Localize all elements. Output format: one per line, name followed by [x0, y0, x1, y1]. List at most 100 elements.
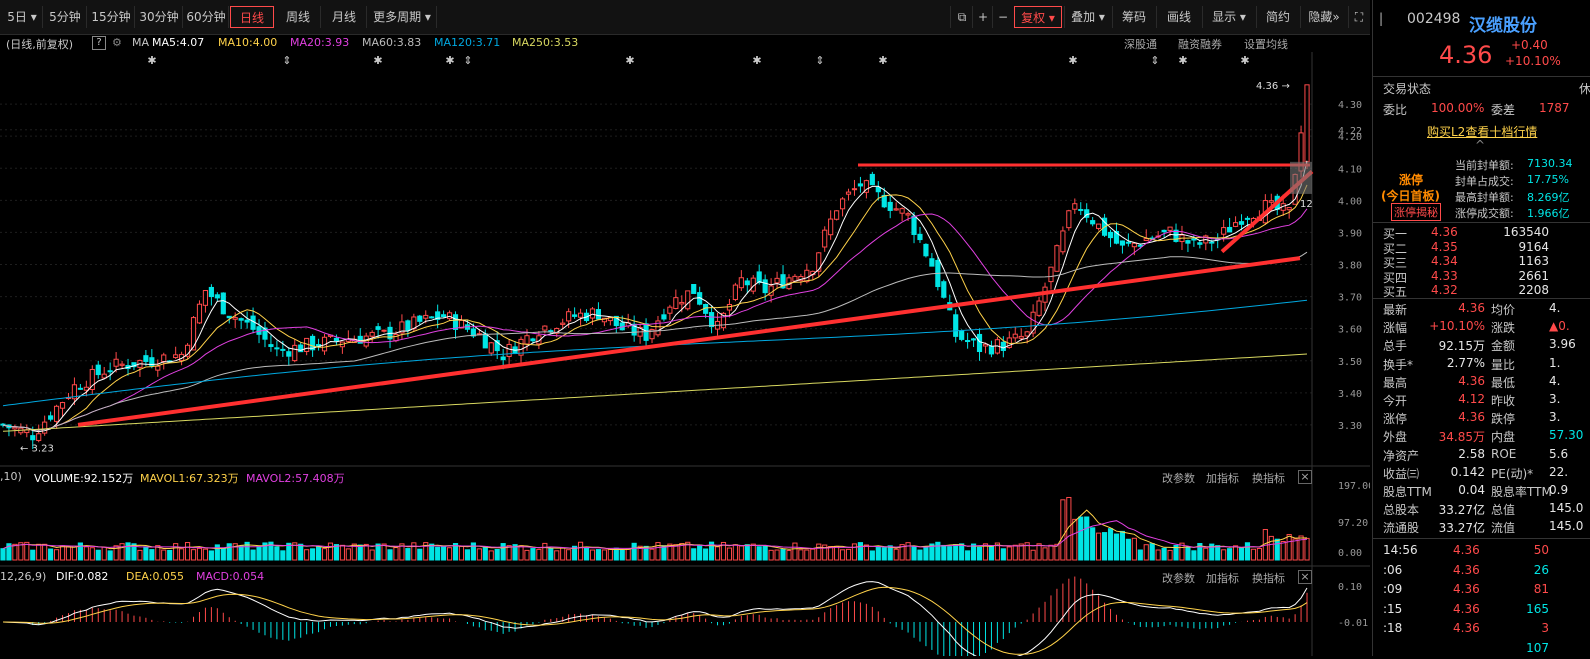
stock-name[interactable]: 汉缆股份: [1469, 16, 1537, 36]
volume-bar: [679, 543, 685, 561]
chips-button[interactable]: 筹码: [1112, 6, 1155, 28]
event-marker: ⇕: [815, 54, 824, 67]
candle-body: [59, 402, 66, 409]
tick-price: 4.36: [1453, 543, 1480, 557]
l2-link[interactable]: 购买L2查看十档行情: [1427, 125, 1538, 139]
fullscreen-icon[interactable]: ⛶: [1348, 6, 1369, 28]
overlay-button[interactable]: 叠加 ▾: [1064, 6, 1111, 28]
volume-bar: [53, 549, 60, 561]
link-margin[interactable]: 融资融券: [1178, 38, 1222, 51]
period-monthly[interactable]: 月线: [322, 6, 367, 28]
bid-row[interactable]: 买五 4.32 2208: [1373, 282, 1590, 299]
macd-add-indicator[interactable]: 加指标: [1206, 572, 1239, 585]
macd-switch-indicator[interactable]: 换指标: [1252, 572, 1285, 585]
close-icon[interactable]: ×: [1298, 470, 1312, 484]
bid-price: 4.32: [1431, 283, 1458, 297]
bid-row[interactable]: 买三 4.34 1163: [1373, 253, 1590, 270]
link-shenguotong[interactable]: 深股通: [1124, 38, 1157, 51]
period-5min[interactable]: 5分钟: [44, 6, 87, 28]
quote-value: 4.36: [1458, 373, 1485, 388]
bid-price: 4.33: [1431, 268, 1458, 283]
candle-body: [369, 331, 375, 337]
volume-bar: [167, 549, 173, 561]
volume-bar: [137, 549, 143, 561]
volume-bar: [435, 546, 441, 561]
vol-add-indicator[interactable]: 加指标: [1206, 472, 1239, 485]
period-more[interactable]: 更多周期 ▾: [368, 6, 437, 28]
limitup-reveal-button[interactable]: 涨停揭秘: [1391, 203, 1441, 221]
candle-body: [1131, 242, 1137, 248]
candle-body: [452, 314, 459, 330]
kline-svg[interactable]: 4.30 4.224.20 4.10 4.00 3.90 3.80 3.70 3.60 3.50…: [0, 52, 1374, 659]
limitup-tag2: (今日首板): [1381, 189, 1440, 203]
bid-row[interactable]: 买四 4.33 2661: [1373, 268, 1590, 285]
period-60min[interactable]: 60分钟: [184, 6, 229, 28]
trade-status-row: 交易状态 休: [1373, 79, 1590, 97]
period-15min[interactable]: 15分钟: [88, 6, 135, 28]
quote-label: 总值: [1491, 503, 1516, 518]
candle-body: [673, 297, 679, 309]
chart-area[interactable]: 4.30 4.22 4.20 4.10 4.00 3.90 3.80 3.70 3.60 3.50…: [0, 52, 1374, 659]
volume-bar: [268, 541, 274, 561]
period-30min[interactable]: 30分钟: [136, 6, 183, 28]
volume-bar: [512, 544, 518, 561]
candle-body: [780, 274, 786, 289]
volume-bar: [125, 542, 131, 561]
chevron-up-icon[interactable]: ^: [1475, 138, 1486, 152]
volume-bar: [554, 550, 560, 561]
candle-body: [1072, 203, 1078, 210]
candle-body: [1209, 241, 1215, 244]
plus-icon[interactable]: +: [972, 6, 993, 28]
volume-bar: [238, 545, 244, 561]
link-ma-settings[interactable]: 设置均线: [1244, 38, 1288, 51]
quote-label: 收益㈢: [1383, 466, 1420, 481]
simple-button[interactable]: 简约: [1256, 6, 1299, 28]
fuquan-button[interactable]: 复权 ▾: [1014, 6, 1062, 28]
volume-bar: [196, 547, 203, 561]
quote-value: 2.77%: [1446, 355, 1485, 370]
window-icon[interactable]: ⧉: [950, 6, 973, 28]
candle-body: [1060, 230, 1066, 253]
display-button[interactable]: 显示 ▾: [1202, 6, 1255, 28]
bid-row[interactable]: 买二 4.35 9164: [1373, 239, 1590, 256]
ma250-line: [2, 353, 1308, 432]
volume-bar: [601, 549, 607, 561]
hide-button[interactable]: 隐藏»: [1300, 6, 1347, 28]
limitup-tag: 涨停: [1373, 170, 1590, 188]
event-marker: ✱: [878, 54, 887, 67]
volume-bar: [530, 548, 536, 561]
volume-bar: [321, 548, 328, 561]
candle-body: [822, 229, 828, 248]
bid-label: 买四: [1383, 270, 1408, 285]
ma-legend: (日线,前复权) ? ⚙ MA MA5:4.07 MA10:4.00 MA20:…: [0, 34, 1370, 52]
volume-bar: [1280, 540, 1286, 561]
gear-icon[interactable]: ⚙: [112, 36, 122, 49]
draw-button[interactable]: 画线: [1156, 6, 1201, 28]
divider: [1373, 538, 1590, 539]
candle-body: [42, 421, 48, 434]
quote-row: 流通股 33.27亿 流值 145.0: [1373, 518, 1590, 536]
last-price: 4.36: [1439, 41, 1493, 69]
limitup-tag2-row: (今日首板): [1373, 186, 1590, 204]
vol-change-param[interactable]: 改参数: [1162, 472, 1195, 485]
right-marker: 12: [1300, 199, 1313, 210]
bid-row[interactable]: 买一 4.36 163540: [1373, 224, 1590, 241]
period-5day[interactable]: 5日 ▾: [2, 6, 43, 28]
weicha-label: 委差: [1491, 103, 1516, 117]
volume-bar: [1232, 545, 1239, 561]
minus-icon[interactable]: −: [992, 6, 1013, 28]
candle-body: [839, 198, 846, 210]
help-icon[interactable]: ?: [92, 36, 106, 50]
period-daily[interactable]: 日线: [230, 6, 274, 28]
vol-switch-indicator[interactable]: 换指标: [1252, 472, 1285, 485]
close-icon[interactable]: ×: [1298, 570, 1312, 584]
quote-label: 内盘: [1491, 430, 1516, 445]
tick-time: :18: [1383, 621, 1403, 635]
volume-bar: [83, 546, 89, 561]
candle-body: [970, 338, 977, 341]
candle-body: [119, 363, 125, 366]
volume-bar: [36, 543, 42, 561]
period-weekly[interactable]: 周线: [276, 6, 321, 28]
macd-change-param[interactable]: 改参数: [1162, 572, 1195, 585]
menu-icon[interactable]: ǀ: [1379, 11, 1384, 27]
